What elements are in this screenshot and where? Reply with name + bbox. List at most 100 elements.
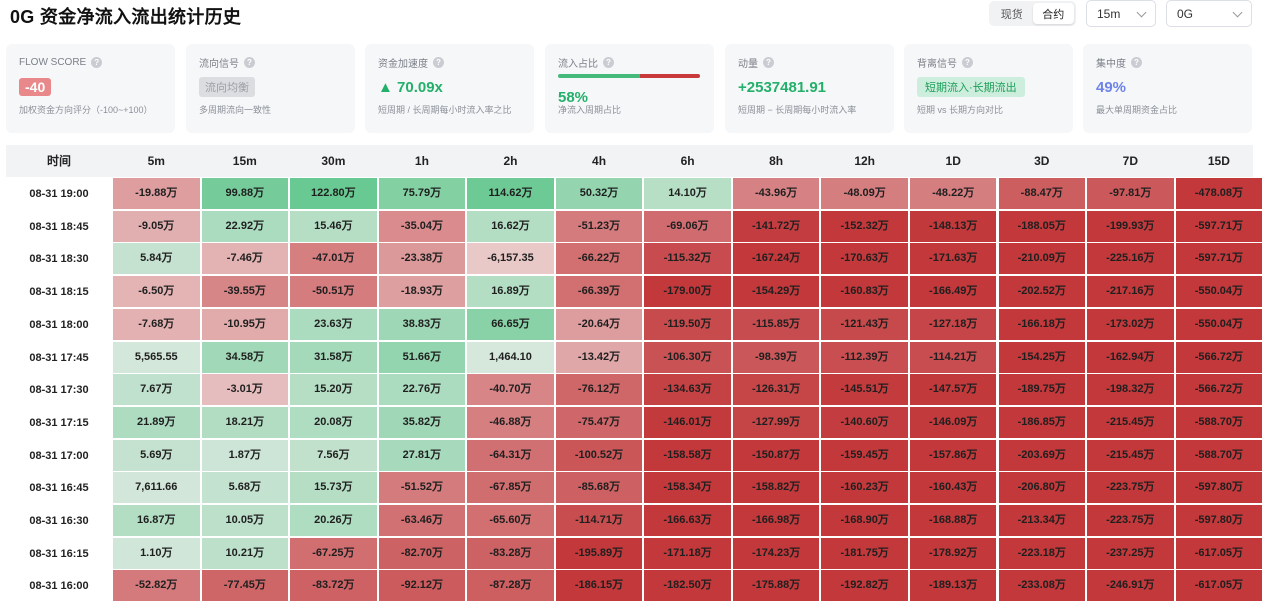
table-cell[interactable]: -160.43万 xyxy=(909,472,997,504)
table-cell[interactable]: -170.63万 xyxy=(821,243,908,275)
help-icon[interactable]: ? xyxy=(603,56,614,68)
table-cell[interactable]: -67.25万 xyxy=(290,537,377,569)
table-cell[interactable]: -186.15万 xyxy=(555,570,643,602)
table-cell[interactable]: 15.73万 xyxy=(290,472,377,504)
table-cell[interactable]: -182.50万 xyxy=(644,570,731,602)
table-cell[interactable]: -65.60万 xyxy=(467,505,554,536)
table-cell[interactable]: -179.00万 xyxy=(644,276,731,308)
table-cell[interactable]: -154.29万 xyxy=(732,276,820,308)
table-cell[interactable]: -47.01万 xyxy=(290,243,377,275)
table-cell[interactable]: -51.52万 xyxy=(378,472,466,504)
table-cell[interactable]: -121.43万 xyxy=(821,308,908,340)
table-cell[interactable]: -166.18万 xyxy=(998,308,1086,340)
table-cell[interactable]: -166.49万 xyxy=(909,276,997,308)
table-cell[interactable]: -206.80万 xyxy=(998,472,1086,504)
help-icon[interactable]: ? xyxy=(1131,56,1142,68)
table-cell[interactable]: -52.82万 xyxy=(113,570,200,602)
table-cell[interactable]: -134.63万 xyxy=(644,374,731,406)
table-cell[interactable]: -3.01万 xyxy=(201,374,289,406)
table-cell[interactable]: -159.45万 xyxy=(821,439,908,471)
table-cell[interactable]: 27.81万 xyxy=(378,439,466,471)
table-cell[interactable]: -10.95万 xyxy=(201,308,289,340)
table-cell[interactable]: -168.88万 xyxy=(909,505,997,536)
table-cell[interactable]: -152.32万 xyxy=(821,210,908,242)
table-cell[interactable]: -114.71万 xyxy=(555,505,643,536)
help-icon[interactable]: ? xyxy=(91,56,103,68)
table-cell[interactable]: -225.16万 xyxy=(1087,243,1174,275)
table-cell[interactable]: 99.88万 xyxy=(201,178,289,209)
table-cell[interactable]: -198.32万 xyxy=(1087,374,1174,406)
table-cell[interactable]: -50.51万 xyxy=(290,276,377,308)
table-cell[interactable]: -13.42万 xyxy=(555,341,643,373)
table-cell[interactable]: -203.69万 xyxy=(998,439,1086,471)
table-cell[interactable]: -175.88万 xyxy=(732,570,820,602)
table-cell[interactable]: -167.24万 xyxy=(732,243,820,275)
market-option-spot[interactable]: 现货 xyxy=(1000,8,1023,21)
table-cell[interactable]: -158.34万 xyxy=(644,472,731,504)
table-cell[interactable]: -146.09万 xyxy=(909,406,997,438)
table-cell[interactable]: -223.75万 xyxy=(1087,505,1174,536)
table-cell[interactable]: 66.65万 xyxy=(467,308,554,340)
table-cell[interactable]: -88.47万 xyxy=(998,178,1086,209)
table-cell[interactable]: -98.39万 xyxy=(732,341,820,373)
table-cell[interactable]: -597.80万 xyxy=(1175,472,1263,504)
table-cell[interactable]: 20.08万 xyxy=(290,406,377,438)
table-cell[interactable]: 21.89万 xyxy=(113,406,200,438)
help-icon[interactable]: ? xyxy=(433,56,444,68)
table-cell[interactable]: -127.18万 xyxy=(909,308,997,340)
table-cell[interactable]: -141.72万 xyxy=(732,210,820,242)
table-cell[interactable]: -19.88万 xyxy=(113,178,200,209)
table-cell[interactable]: -162.94万 xyxy=(1087,341,1174,373)
table-cell[interactable]: 7.67万 xyxy=(113,374,200,406)
table-cell[interactable]: 16.89万 xyxy=(467,276,554,308)
table-cell[interactable]: -63.46万 xyxy=(378,505,466,536)
table-cell[interactable]: -188.05万 xyxy=(998,210,1086,242)
table-cell[interactable]: -92.12万 xyxy=(378,570,466,602)
table-cell[interactable]: -82.70万 xyxy=(378,537,466,569)
table-cell[interactable]: -85.68万 xyxy=(555,472,643,504)
table-cell[interactable]: -67.85万 xyxy=(467,472,554,504)
table-cell[interactable]: -166.98万 xyxy=(732,505,820,536)
help-icon[interactable]: ? xyxy=(244,56,255,68)
table-cell[interactable]: 15.46万 xyxy=(290,210,377,242)
table-cell[interactable]: -189.13万 xyxy=(909,570,997,602)
table-cell[interactable]: -119.50万 xyxy=(644,308,731,340)
table-cell[interactable]: -106.30万 xyxy=(644,341,731,373)
table-cell[interactable]: -192.82万 xyxy=(821,570,908,602)
table-cell[interactable]: 1.10万 xyxy=(113,537,200,569)
table-cell[interactable]: 16.62万 xyxy=(467,210,554,242)
table-cell[interactable]: -160.83万 xyxy=(821,276,908,308)
table-cell[interactable]: -69.06万 xyxy=(644,210,731,242)
table-cell[interactable]: -114.21万 xyxy=(909,341,997,373)
table-cell[interactable]: 31.58万 xyxy=(290,341,377,373)
table-cell[interactable]: -566.72万 xyxy=(1175,341,1263,373)
table-cell[interactable]: -7.68万 xyxy=(113,308,200,340)
table-cell[interactable]: 35.82万 xyxy=(378,406,466,438)
table-cell[interactable]: -168.90万 xyxy=(821,505,908,536)
table-cell[interactable]: -115.32万 xyxy=(644,243,731,275)
table-cell[interactable]: 1,464.10 xyxy=(467,341,554,373)
table-cell[interactable]: -550.04万 xyxy=(1175,276,1263,308)
table-cell[interactable]: 114.62万 xyxy=(467,178,554,209)
table-cell[interactable]: -77.45万 xyxy=(201,570,289,602)
table-cell[interactable]: -64.31万 xyxy=(467,439,554,471)
market-type-toggle[interactable]: 现货 合约 xyxy=(989,1,1076,26)
table-cell[interactable]: -18.93万 xyxy=(378,276,466,308)
table-cell[interactable]: 15.20万 xyxy=(290,374,377,406)
table-cell[interactable]: -20.64万 xyxy=(555,308,643,340)
table-cell[interactable]: -115.85万 xyxy=(732,308,820,340)
table-cell[interactable]: -566.72万 xyxy=(1175,374,1263,406)
table-cell[interactable]: -617.05万 xyxy=(1175,570,1263,602)
table-cell[interactable]: -154.25万 xyxy=(998,341,1086,373)
table-cell[interactable]: 122.80万 xyxy=(290,178,377,209)
table-cell[interactable]: 5.69万 xyxy=(113,439,200,471)
market-option-futures[interactable]: 合约 xyxy=(1032,3,1074,24)
table-cell[interactable]: -145.51万 xyxy=(821,374,908,406)
table-cell[interactable]: -100.52万 xyxy=(555,439,643,471)
table-cell[interactable]: -237.25万 xyxy=(1087,537,1174,569)
table-cell[interactable]: -597.71万 xyxy=(1175,243,1263,275)
table-cell[interactable]: 20.26万 xyxy=(290,505,377,536)
table-cell[interactable]: -76.12万 xyxy=(555,374,643,406)
table-cell[interactable]: -150.87万 xyxy=(732,439,820,471)
table-cell[interactable]: -174.23万 xyxy=(732,537,820,569)
